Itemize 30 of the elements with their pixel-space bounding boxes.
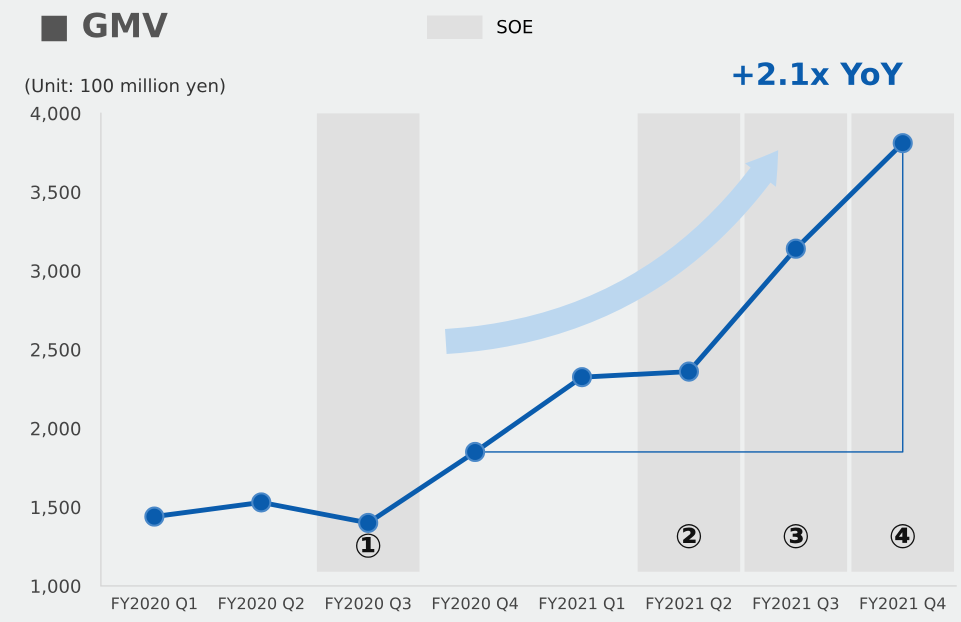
y-tick-label: 2,000 [31, 422, 80, 438]
y-tick-label: 3,500 [31, 185, 80, 201]
y-tick-label: 3,000 [31, 264, 80, 280]
point [144, 506, 164, 527]
point [251, 492, 272, 512]
x-tick-label: FY2021 Q1 [540, 597, 624, 612]
legend-label: SOE [497, 20, 532, 34]
annotation: ① [356, 533, 380, 558]
y-tick-label: 2,500 [31, 343, 80, 359]
point [786, 238, 806, 259]
y-axis-title: (Unit: 100 million yen) [26, 78, 224, 96]
chart-title: ■ GMV [41, 12, 168, 42]
annotation: +2.1x YoY [733, 62, 904, 86]
x-tick-label: FY2021 Q3 [754, 597, 838, 612]
x-tick-label: FY2021 Q4 [860, 597, 946, 612]
point [572, 367, 592, 388]
annotation: ③ [784, 524, 808, 548]
annotation: ④ [890, 524, 915, 548]
point [465, 442, 486, 462]
y-tick-label: 1,500 [32, 500, 80, 516]
y-tick-label: 4,000 [30, 106, 80, 122]
x-tick-label: FY2020 Q4 [432, 597, 518, 612]
y-tick-label: 1,000 [32, 579, 80, 595]
point [358, 512, 378, 533]
annotation: ② [676, 524, 702, 548]
x-tick-label: FY2020 Q3 [326, 597, 411, 612]
x-tick-label: FY2020 Q1 [112, 597, 197, 612]
x-tick-label: FY2021 Q2 [646, 597, 732, 612]
x-tick-label: FY2020 Q2 [219, 597, 304, 612]
point [678, 362, 699, 382]
